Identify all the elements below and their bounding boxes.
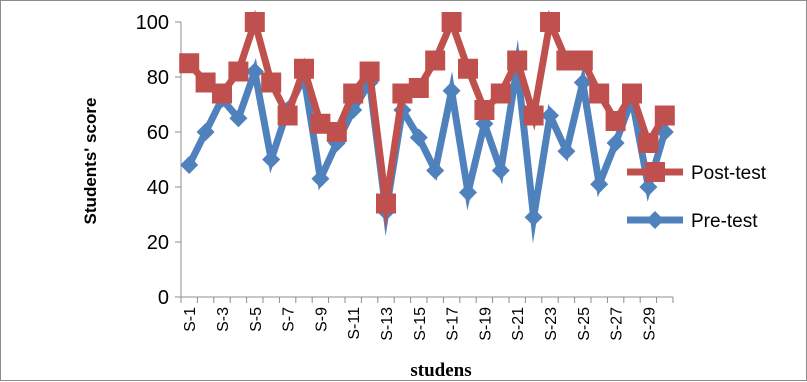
data-point bbox=[425, 50, 446, 71]
data-point bbox=[326, 122, 347, 142]
data-point bbox=[540, 12, 560, 32]
data-point bbox=[228, 61, 249, 82]
x-tick-label: S-29 bbox=[641, 307, 658, 341]
data-point bbox=[654, 105, 675, 126]
data-point bbox=[294, 58, 314, 79]
data-point bbox=[343, 83, 364, 104]
data-point bbox=[442, 81, 461, 100]
data-point bbox=[605, 111, 626, 131]
data-point bbox=[507, 50, 528, 71]
data-point bbox=[245, 62, 264, 81]
y-tick-label: 100 bbox=[136, 12, 169, 34]
legend: Post-test Pre-test bbox=[627, 162, 767, 232]
x-tick-label: S-15 bbox=[412, 307, 429, 341]
data-point bbox=[524, 208, 543, 227]
data-point bbox=[491, 161, 510, 180]
data-point bbox=[392, 83, 413, 104]
data-point bbox=[541, 106, 559, 125]
data-point bbox=[458, 58, 478, 79]
data-point bbox=[244, 12, 265, 32]
series-layer bbox=[179, 9, 675, 244]
data-point bbox=[229, 109, 248, 128]
data-point bbox=[261, 72, 282, 93]
data-point bbox=[639, 178, 658, 196]
y-tick-labels: 0 20 40 60 80 100 bbox=[136, 12, 169, 309]
x-tick-label: S-13 bbox=[379, 307, 396, 341]
x-tick-label: S-7 bbox=[281, 307, 298, 332]
data-point bbox=[622, 83, 642, 104]
series-post-test bbox=[179, 9, 675, 230]
data-point bbox=[277, 105, 298, 126]
x-tick-labels: S-1 S-3 S-5 S-7 S-9 S-11 S-13 S-15 S-17 S-19 S-21 S… bbox=[182, 307, 658, 341]
data-point bbox=[556, 50, 577, 71]
y-tick-label: 60 bbox=[147, 122, 169, 144]
data-point bbox=[523, 105, 544, 126]
x-tick-label: S-9 bbox=[313, 307, 330, 332]
data-point bbox=[572, 50, 593, 71]
series-line bbox=[186, 39, 669, 244]
data-point bbox=[195, 72, 216, 93]
data-point bbox=[589, 83, 610, 104]
data-point bbox=[179, 53, 200, 74]
x-tick-label: S-19 bbox=[477, 307, 494, 341]
legend-pre-test-marker bbox=[646, 211, 664, 229]
x-tick-label: S-27 bbox=[609, 307, 626, 341]
data-point bbox=[474, 100, 495, 120]
legend-item-post-test: Post-test bbox=[627, 162, 767, 184]
x-tick-label: S-21 bbox=[510, 307, 527, 341]
data-point bbox=[376, 193, 396, 214]
x-tick-label: S-11 bbox=[346, 307, 363, 340]
data-point bbox=[490, 83, 511, 104]
y-axis-label: Students' score bbox=[81, 98, 100, 225]
y-tick-label: 0 bbox=[158, 287, 169, 309]
data-point bbox=[557, 142, 576, 161]
y-tick-label: 80 bbox=[147, 67, 169, 89]
legend-post-test-marker bbox=[645, 162, 665, 182]
data-point bbox=[590, 175, 609, 194]
data-point bbox=[408, 78, 429, 98]
data-point bbox=[311, 169, 330, 188]
legend-post-test-label: Post-test bbox=[691, 163, 767, 184]
data-point bbox=[459, 183, 477, 202]
y-tick-label: 40 bbox=[147, 177, 169, 199]
x-tick-label: S-5 bbox=[248, 307, 265, 332]
data-point bbox=[196, 123, 215, 141]
x-tick-label: S-17 bbox=[445, 307, 462, 341]
x-tick-label: S-1 bbox=[182, 307, 199, 332]
x-axis-label: studens bbox=[410, 360, 471, 381]
x-tick-label: S-23 bbox=[543, 307, 560, 341]
x-tick-label: S-25 bbox=[576, 307, 593, 341]
data-point bbox=[180, 156, 199, 174]
data-point bbox=[212, 83, 232, 104]
data-point bbox=[310, 113, 331, 134]
legend-pre-test-label: Pre-test bbox=[691, 211, 758, 232]
data-point bbox=[359, 61, 380, 82]
data-point bbox=[262, 150, 281, 169]
data-point bbox=[573, 73, 592, 92]
data-point bbox=[426, 161, 445, 180]
data-point bbox=[606, 134, 625, 152]
data-point bbox=[441, 12, 462, 32]
data-point bbox=[638, 133, 659, 153]
legend-item-pre-test: Pre-test bbox=[627, 211, 758, 232]
data-point bbox=[409, 128, 428, 147]
x-tick-label: S-3 bbox=[215, 307, 232, 332]
axes bbox=[175, 21, 674, 303]
y-tick-label: 20 bbox=[147, 232, 169, 254]
